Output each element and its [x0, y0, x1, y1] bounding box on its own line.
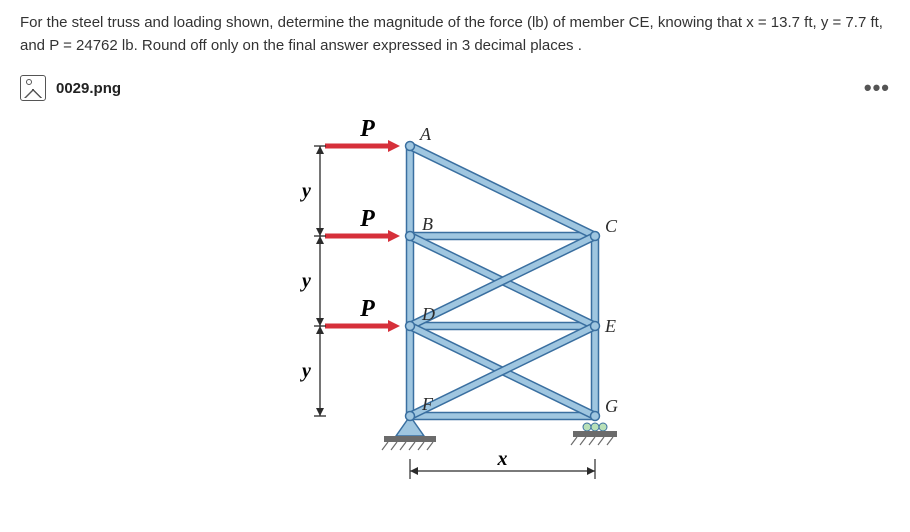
truss-figure: P P Py y y x A B C D E F G	[20, 111, 890, 531]
svg-text:C: C	[605, 216, 618, 236]
more-options-icon[interactable]: •••	[864, 75, 890, 101]
svg-text:P: P	[359, 206, 375, 232]
svg-text:y: y	[300, 360, 311, 382]
svg-text:D: D	[421, 304, 435, 324]
image-file-icon	[20, 75, 46, 101]
attachment-left: 0029.png	[20, 75, 121, 101]
problem-statement: For the steel truss and loading shown, d…	[20, 12, 890, 57]
attachment-filename[interactable]: 0029.png	[56, 80, 121, 97]
svg-text:y: y	[300, 270, 311, 292]
svg-text:y: y	[300, 180, 311, 202]
problem-line1: For the steel truss and loading shown, d…	[20, 14, 883, 31]
svg-text:A: A	[419, 124, 432, 144]
svg-text:P: P	[359, 296, 375, 322]
svg-text:F: F	[421, 394, 434, 414]
svg-text:P: P	[359, 116, 375, 142]
problem-line2: and P = 24762 lb. Round off only on the …	[20, 37, 582, 54]
svg-text:B: B	[422, 214, 433, 234]
truss-diagram: P P Py y y x A B C D E F G	[265, 111, 645, 531]
svg-text:G: G	[605, 396, 618, 416]
svg-text:E: E	[604, 316, 616, 336]
attachment-row: 0029.png •••	[20, 75, 890, 101]
svg-text:x: x	[497, 448, 508, 470]
